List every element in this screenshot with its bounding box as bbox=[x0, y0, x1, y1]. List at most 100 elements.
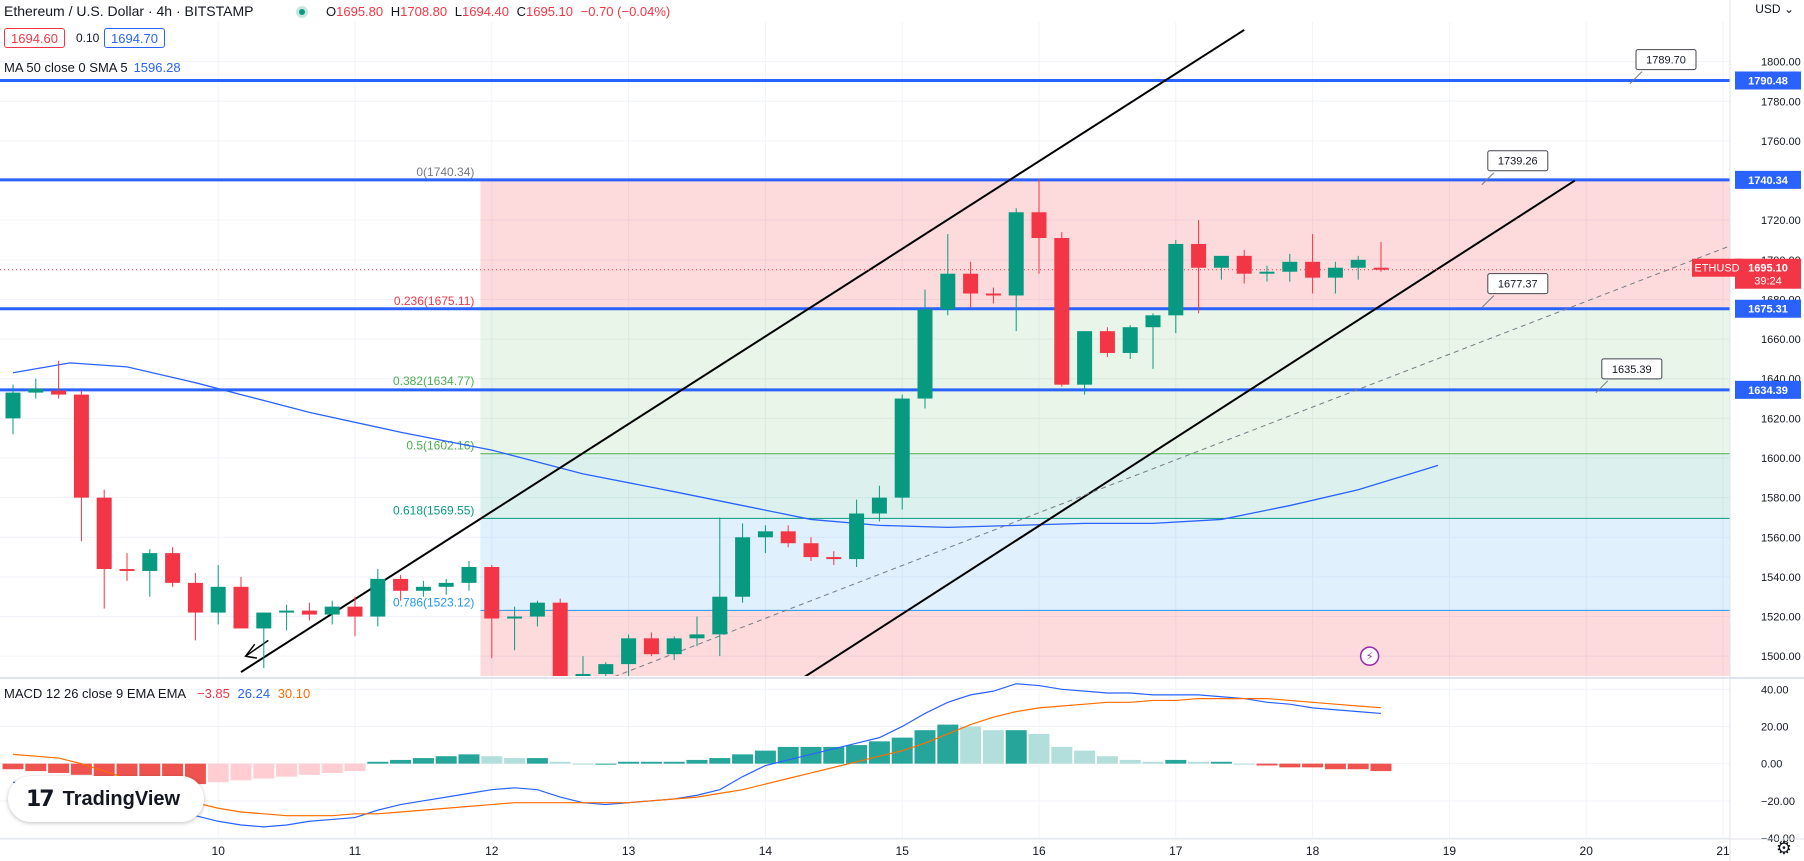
macd-histogram-bar bbox=[1005, 730, 1027, 764]
bar-countdown: 39:24 bbox=[1754, 276, 1782, 288]
buy-price-button[interactable]: 1694.70 bbox=[104, 28, 165, 48]
macd-histogram-bar bbox=[1302, 763, 1324, 768]
candle-body bbox=[1077, 331, 1093, 385]
candle-body bbox=[780, 531, 796, 544]
price-axis: 1500.00 1520.00 1540.00 1560.00 1580.00 1600.… bbox=[1729, 0, 1801, 861]
macd-histogram-bar bbox=[1324, 763, 1346, 770]
candle-body bbox=[5, 392, 21, 419]
candle-body bbox=[963, 273, 979, 294]
candle-body bbox=[119, 568, 135, 571]
gear-icon[interactable]: ⚙ bbox=[1775, 838, 1792, 858]
macd-indicator-legend[interactable]: MACD 12 26 close 9 EMA EMA −3.85 26.24 3… bbox=[4, 686, 311, 701]
macd-histogram-bar bbox=[960, 726, 982, 764]
time-tick-label: 20 bbox=[1580, 844, 1594, 858]
macd-histogram-bar bbox=[618, 761, 640, 764]
price-tick-label: 1800.00 bbox=[1761, 57, 1801, 69]
macd-histogram-bar bbox=[1370, 763, 1392, 772]
price-tick-label: 1720.00 bbox=[1761, 215, 1801, 227]
lightning-icon bbox=[1359, 646, 1380, 666]
candle-body bbox=[621, 638, 637, 665]
channel-upper-line bbox=[240, 29, 1245, 673]
candle-body bbox=[1373, 267, 1389, 270]
macd-histogram-bar bbox=[595, 763, 617, 765]
macd-histogram-bar bbox=[276, 763, 298, 777]
macd-histogram-bar bbox=[663, 761, 685, 764]
fib-level-label: 0.382(1634.77) bbox=[393, 374, 474, 388]
macd-histogram-bar bbox=[754, 750, 776, 764]
time-tick-label: 21 bbox=[1716, 844, 1730, 858]
macd-histogram-bar bbox=[48, 763, 70, 773]
tradingview-logo[interactable]: 17 TradingView bbox=[8, 776, 204, 822]
candle-body bbox=[438, 582, 454, 587]
fib-level-label: 0.618(1569.55) bbox=[393, 503, 474, 517]
fib-level-label: 0.236(1675.11) bbox=[394, 294, 475, 308]
macd-histogram-bar bbox=[298, 763, 320, 775]
callout-pointer bbox=[1481, 172, 1495, 186]
candle-body bbox=[233, 586, 249, 629]
tradingview-wordmark: TradingView bbox=[62, 787, 181, 810]
macd-histogram-bar bbox=[640, 761, 662, 764]
candle-body bbox=[826, 557, 842, 560]
macd-histogram-bar bbox=[412, 758, 434, 764]
callout-pointer bbox=[1595, 380, 1609, 394]
macd-histogram-bar bbox=[93, 763, 115, 777]
callout-pointer bbox=[1629, 71, 1643, 85]
callout-label: 1677.37 bbox=[1498, 279, 1538, 291]
currency-selector[interactable]: USD ⌄ bbox=[1755, 2, 1794, 16]
sell-price-button[interactable]: 1694.60 bbox=[4, 28, 65, 48]
price-tick-label: 1780.00 bbox=[1761, 96, 1801, 108]
candle-body bbox=[1054, 238, 1070, 385]
time-tick-label: 15 bbox=[896, 844, 910, 858]
level-label-box bbox=[1735, 170, 1801, 189]
callout-label: 1789.70 bbox=[1646, 55, 1686, 67]
fib-level-label: 0(1740.34) bbox=[416, 165, 474, 179]
candle-body bbox=[142, 553, 158, 571]
candle-body bbox=[1305, 261, 1321, 278]
macd-histogram-bar bbox=[1210, 761, 1232, 764]
macd-tick-label: 40.00 bbox=[1761, 684, 1789, 696]
macd-histogram-bar bbox=[390, 759, 412, 764]
symbol-title[interactable]: Ethereum / U.S. Dollar · 4h · BITSTAMP bbox=[4, 3, 254, 19]
tradingview-mark-icon: 17 bbox=[26, 786, 55, 812]
candle-body bbox=[917, 309, 933, 399]
time-tick-label: 14 bbox=[759, 844, 773, 858]
candle-body bbox=[1350, 259, 1366, 268]
time-tick-label: 19 bbox=[1443, 844, 1457, 858]
candle-body bbox=[415, 586, 431, 591]
macd-histogram-bar bbox=[937, 724, 959, 764]
candle-body bbox=[279, 610, 295, 613]
candle-body bbox=[1031, 212, 1047, 239]
time-tick-label: 17 bbox=[1169, 844, 1183, 858]
macd-histogram-bar bbox=[823, 746, 845, 764]
candle-body bbox=[1099, 331, 1115, 353]
fib-level-label: 0.5(1602.16) bbox=[406, 439, 474, 453]
candle-body bbox=[598, 664, 614, 675]
candle-body bbox=[51, 390, 67, 395]
macd-histogram-bar bbox=[207, 763, 229, 783]
macd-histogram-bar bbox=[116, 763, 138, 779]
candle-body bbox=[165, 553, 181, 583]
ohlc-values: O1695.80 H1708.80 L1694.40 C1695.10 −0.7… bbox=[326, 4, 671, 19]
macd-histogram-bar bbox=[709, 758, 731, 764]
candle-body bbox=[1145, 315, 1161, 328]
macd-histogram-bar bbox=[1119, 759, 1141, 764]
time-tick-label: 16 bbox=[1032, 844, 1046, 858]
macd-histogram-bar bbox=[914, 730, 936, 764]
candle-body bbox=[575, 674, 591, 676]
price-tick-label: 1600.00 bbox=[1761, 453, 1801, 465]
candle-body bbox=[393, 578, 409, 591]
candle-body bbox=[849, 513, 865, 560]
macd-histogram-bar bbox=[1233, 763, 1255, 765]
candle-body bbox=[1008, 212, 1024, 296]
ma-indicator-legend[interactable]: MA 50 close 0 SMA 5 1596.28 bbox=[4, 60, 181, 75]
candle-body bbox=[1168, 243, 1184, 316]
macd-histogram-bar bbox=[367, 761, 389, 764]
candle-body bbox=[1236, 255, 1252, 274]
macd-histogram-bar bbox=[481, 756, 503, 764]
candle-body bbox=[871, 497, 887, 514]
macd-histogram-bar bbox=[868, 741, 890, 764]
macd-histogram-bar bbox=[253, 763, 275, 779]
candle-body bbox=[940, 273, 956, 310]
candle-body bbox=[689, 634, 705, 639]
